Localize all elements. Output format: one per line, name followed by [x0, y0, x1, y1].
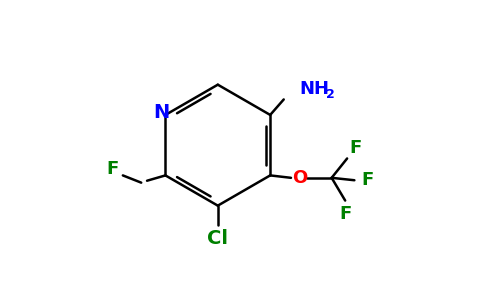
Text: F: F [106, 160, 118, 178]
Text: NH: NH [299, 80, 329, 98]
Text: F: F [362, 171, 374, 189]
Text: N: N [153, 103, 170, 122]
Text: O: O [292, 169, 307, 187]
Text: F: F [350, 139, 362, 157]
Text: Cl: Cl [207, 229, 228, 248]
Text: F: F [339, 205, 351, 223]
Text: 2: 2 [326, 88, 334, 101]
